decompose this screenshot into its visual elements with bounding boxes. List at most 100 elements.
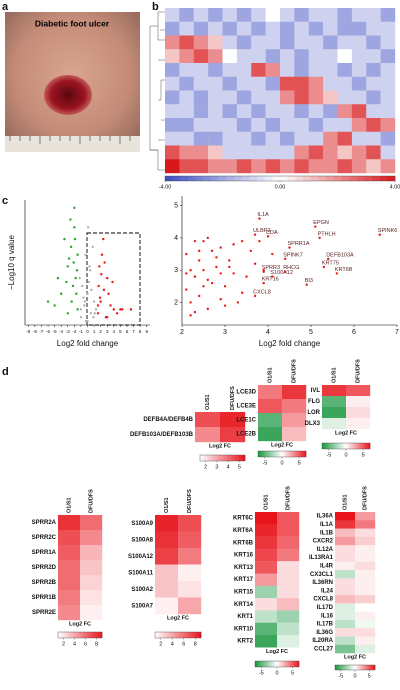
colorbar-tick-label: 0 — [353, 673, 356, 679]
heatmap-cell — [351, 35, 367, 50]
heatmap-cell — [277, 524, 300, 537]
heatmap-cell — [165, 76, 180, 91]
heatmap-cell — [366, 118, 381, 132]
heatmap-cell — [337, 35, 353, 50]
heatmap-cell — [323, 35, 338, 50]
heatmap-cell — [179, 145, 194, 160]
colorbar-step — [216, 455, 219, 461]
colorbar-step — [348, 665, 350, 670]
heatmap-cell — [282, 385, 307, 400]
colorbar-step — [72, 632, 75, 638]
colorbar-step — [318, 176, 327, 181]
point — [88, 265, 91, 268]
y-tick-label: 3 — [174, 267, 178, 274]
colorbar-step — [272, 451, 275, 457]
point — [119, 308, 122, 311]
colorbar-step — [337, 665, 340, 670]
point — [185, 288, 188, 291]
heatmap-cell — [80, 515, 103, 531]
colorbar-step — [167, 632, 170, 638]
heatmap-cell — [251, 145, 266, 160]
colorbar-tick-label: 0 — [275, 670, 278, 676]
colorbar-frame — [154, 631, 202, 639]
point — [210, 249, 214, 253]
heatmap-cell — [294, 90, 309, 105]
colorbar-step — [227, 455, 229, 461]
ruler — [5, 136, 140, 152]
heatmap-cell — [251, 118, 266, 132]
heatmap-cell — [366, 21, 381, 36]
heatmap-cell — [323, 104, 338, 119]
colorbar-step — [288, 661, 291, 667]
colorbar-step — [193, 632, 196, 638]
colorbar-label: Log2 FC — [167, 615, 189, 621]
point — [185, 272, 188, 275]
row-label: LCE1C — [236, 418, 256, 424]
heatmap-cell — [323, 145, 338, 160]
colorbar-step — [155, 632, 157, 638]
point — [76, 308, 79, 311]
y-tick-label: 5 — [174, 203, 178, 210]
point — [241, 239, 244, 243]
heatmap-cell — [208, 104, 223, 119]
colorbar-step — [359, 665, 361, 670]
heatmap-cell — [355, 578, 376, 587]
point — [70, 300, 73, 303]
colorbar-step — [225, 455, 228, 461]
point — [67, 257, 71, 260]
row-label: S100A2 — [131, 587, 153, 593]
heatmap-cell — [236, 131, 252, 146]
colorbar-step — [339, 443, 342, 449]
colorbar-step — [257, 661, 260, 667]
heatmap-cell — [380, 90, 396, 105]
heatmap-cell — [178, 515, 202, 532]
heatmap-cell — [208, 118, 223, 132]
colorbar-step — [338, 443, 340, 449]
row-label: CCL27 — [314, 647, 334, 653]
heatmap-cell — [195, 427, 221, 443]
colorbar-step — [291, 451, 294, 457]
colorbar-step — [373, 665, 376, 670]
heatmap-cell — [165, 49, 180, 64]
heatmap-cell — [236, 35, 252, 50]
colorbar-step — [277, 661, 279, 667]
colorbar-step — [165, 176, 173, 181]
colorbar-step — [356, 665, 358, 670]
row-label: S100A12 — [128, 554, 154, 560]
colorbar-step — [97, 632, 100, 638]
colorbar-tick-label: 5 — [368, 673, 371, 679]
row-label: IL36G — [316, 630, 333, 636]
colorbar-step — [336, 665, 338, 670]
heatmap-cell — [193, 118, 209, 132]
point — [121, 308, 124, 311]
point — [189, 268, 192, 272]
point — [83, 304, 86, 307]
heatmap-cell — [351, 49, 367, 64]
heatmap-cell — [337, 145, 353, 160]
colorbar-step — [330, 443, 332, 449]
heatmap-cell — [380, 118, 396, 132]
point-label: KRT6B — [335, 267, 353, 273]
x-tick-label: 6 — [352, 329, 356, 336]
row-label: DEFB103A/DEFB103B — [130, 432, 194, 438]
heatmap-cell — [165, 159, 180, 174]
heatmap-cell — [251, 21, 266, 36]
heatmap-cell — [255, 598, 278, 611]
heatmap-cell — [355, 603, 376, 612]
heatmap-cell — [308, 63, 324, 77]
colorbar-step — [272, 661, 275, 667]
colorbar-step — [358, 443, 361, 449]
heatmap-cell — [255, 610, 278, 623]
colorbar-step — [204, 455, 207, 461]
point — [112, 308, 116, 311]
panel-label: a — [2, 1, 9, 13]
colorbar-step — [341, 665, 344, 670]
heatmap-cell — [280, 49, 295, 64]
heatmap-cell — [351, 131, 367, 146]
heatmap-cell — [179, 49, 194, 64]
heatmap-cell — [308, 8, 324, 22]
point — [63, 237, 66, 241]
colorbar-step — [296, 451, 299, 457]
heatmap-cell — [323, 118, 338, 132]
colorbar-step — [62, 632, 65, 638]
